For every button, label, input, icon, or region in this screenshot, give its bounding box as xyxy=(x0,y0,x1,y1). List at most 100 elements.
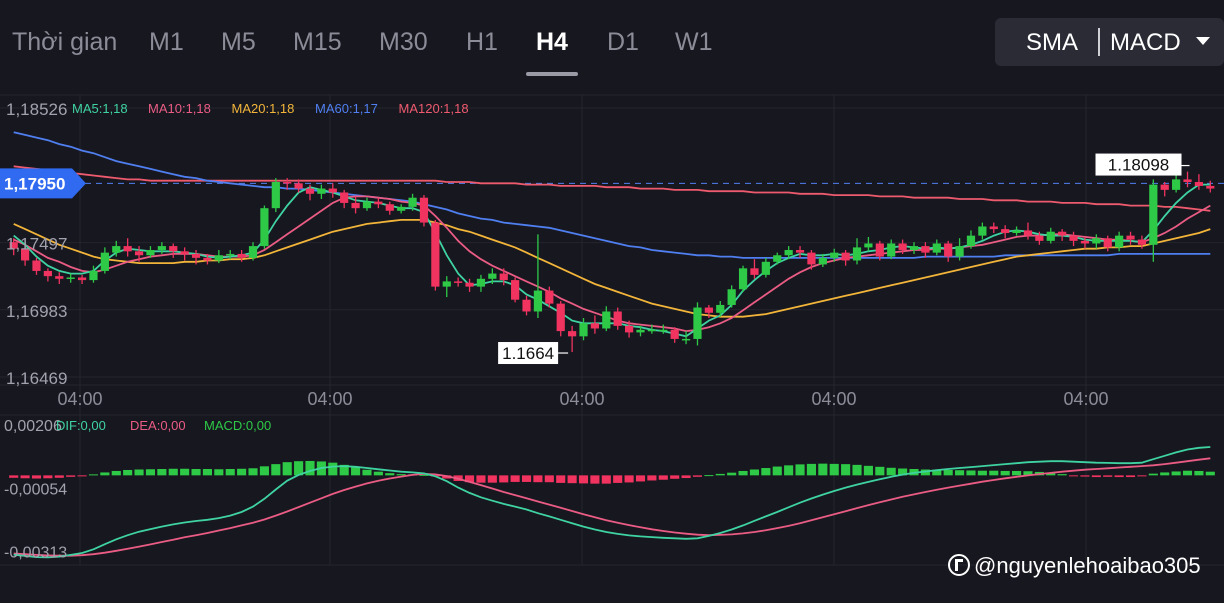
candle-body xyxy=(419,197,429,223)
tab-h1[interactable]: H1 xyxy=(466,28,498,56)
macd-bar xyxy=(180,468,190,476)
macd-bar xyxy=(795,464,805,476)
candle-body xyxy=(1206,185,1215,189)
macd-bar xyxy=(88,474,99,476)
macd-bar xyxy=(499,475,509,483)
low-label: 1.1664 xyxy=(502,344,554,363)
macd-legend-item: MACD:0,00 xyxy=(204,418,271,433)
candle-body xyxy=(1001,229,1010,234)
ma60-line xyxy=(13,131,1211,259)
tab-d1[interactable]: D1 xyxy=(607,28,639,56)
candle-body xyxy=(9,242,18,249)
macd-bar xyxy=(715,473,725,476)
candle-body xyxy=(55,276,64,279)
macd-bar xyxy=(658,475,668,480)
candle-body xyxy=(123,246,132,252)
candle-body xyxy=(294,183,303,189)
macd-bar xyxy=(989,470,999,476)
chevron-down-icon[interactable] xyxy=(1196,37,1210,45)
candle-body xyxy=(659,329,668,332)
candle-body xyxy=(681,338,691,341)
macd-bar xyxy=(521,475,532,482)
watermark: @nguyenlehoaibao305 xyxy=(948,553,1201,579)
price-axis-label: 1,18526 xyxy=(6,100,67,119)
high-label-box xyxy=(1095,153,1182,176)
macd-bar xyxy=(784,465,794,476)
watermark-text: @nguyenlehoaibao305 xyxy=(974,553,1201,578)
macd-bar xyxy=(77,475,87,477)
macd-bar xyxy=(670,475,680,479)
tab-thời-gian[interactable]: Thời gian xyxy=(12,28,118,56)
macd-bar xyxy=(248,468,258,476)
macd-bar xyxy=(1091,475,1101,478)
tab-m15[interactable]: M15 xyxy=(293,28,342,56)
ma10-line xyxy=(13,195,1211,333)
candle-body xyxy=(454,281,463,283)
price-axis-label: 1,17497 xyxy=(6,235,67,254)
macd-bar xyxy=(932,469,942,476)
sub-indicator-button[interactable]: MACD xyxy=(1110,29,1181,56)
candle-body xyxy=(385,204,394,211)
tab-h4[interactable]: H4 xyxy=(536,28,568,56)
candle-body xyxy=(1080,240,1090,244)
candle-body xyxy=(283,182,292,184)
macd-bar xyxy=(66,475,76,477)
candle-body xyxy=(761,261,770,275)
macd-bar xyxy=(111,470,121,476)
macd-bar xyxy=(875,466,885,476)
candle-body xyxy=(66,277,75,279)
macd-bar xyxy=(841,464,851,476)
macd-bar xyxy=(1080,475,1090,477)
candle-body xyxy=(32,260,41,271)
macd-bar xyxy=(1137,475,1147,477)
macd-bar xyxy=(362,469,372,476)
candle-body xyxy=(260,208,269,247)
candle-body xyxy=(989,226,998,230)
candle-body xyxy=(568,331,577,337)
candle-body xyxy=(328,188,337,193)
candle-body xyxy=(397,206,406,211)
candle-body xyxy=(909,246,919,251)
candle-body xyxy=(830,252,839,258)
ma-legend-item: MA60:1,17 xyxy=(315,101,378,116)
candle-body xyxy=(362,201,372,209)
candle-body xyxy=(317,188,326,194)
candle-body xyxy=(807,252,816,265)
macd-bar xyxy=(464,475,475,483)
candle-body xyxy=(1069,235,1078,241)
ma-legend-item: MA5:1,18 xyxy=(72,101,128,116)
candle-body xyxy=(511,280,520,300)
time-axis-label: 04:00 xyxy=(811,389,856,409)
tab-m1[interactable]: M1 xyxy=(149,28,184,56)
current-price-label: 1,17950 xyxy=(4,174,65,193)
candle-body xyxy=(1046,231,1055,241)
active-tab-underline xyxy=(526,72,578,76)
candle-body xyxy=(340,192,349,203)
macd-bar xyxy=(635,475,646,482)
candle-body xyxy=(1012,230,1021,234)
price-axis-label: 1,16983 xyxy=(6,302,67,321)
tab-m30[interactable]: M30 xyxy=(379,28,428,56)
macd-bar xyxy=(1125,475,1136,478)
macd-bar xyxy=(396,474,406,476)
tab-w1[interactable]: W1 xyxy=(675,28,713,56)
current-price-tag xyxy=(0,168,86,199)
candle-body xyxy=(1115,235,1124,248)
candle-body xyxy=(841,252,850,261)
macd-bar xyxy=(305,460,315,476)
candle-body xyxy=(1023,230,1033,236)
indicator-selector[interactable]: SMA MACD xyxy=(995,18,1224,66)
main-indicator-button[interactable]: SMA xyxy=(1026,29,1079,56)
candle-body xyxy=(112,246,121,253)
macd-bar xyxy=(966,470,976,476)
macd-bar xyxy=(898,468,908,476)
candle-body xyxy=(134,251,144,256)
candle-body xyxy=(522,299,531,312)
candle-body xyxy=(545,290,554,304)
candle-body xyxy=(442,281,451,287)
tab-m5[interactable]: M5 xyxy=(221,28,256,56)
candle-body xyxy=(738,268,748,290)
macd-bar xyxy=(624,475,634,483)
macd-axis-label: -0,00054 xyxy=(4,482,67,499)
